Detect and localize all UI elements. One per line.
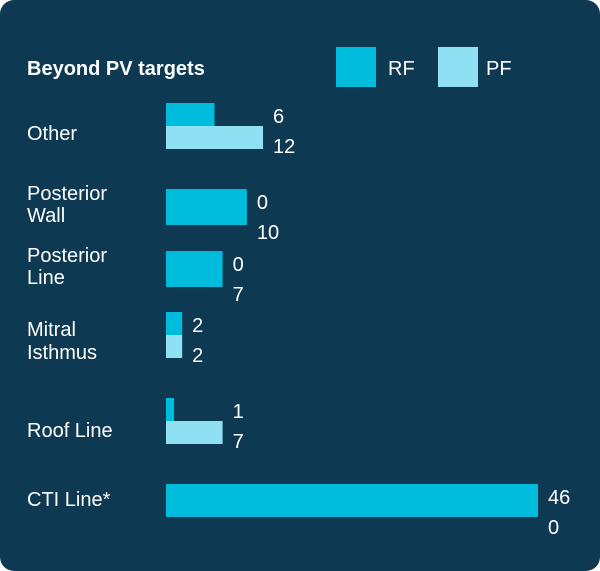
category-label-2-0: Posterior bbox=[27, 245, 107, 267]
category-label-2-1: Line bbox=[27, 267, 65, 289]
value-label-pf-2: 7 bbox=[233, 284, 244, 306]
category-label-5-0: CTI Line* bbox=[27, 489, 111, 511]
value-label-rf-1: 0 bbox=[257, 192, 268, 214]
legend-label-rf: RF bbox=[388, 58, 415, 80]
bar-pf-4 bbox=[166, 421, 223, 444]
category-label-0-0: Other bbox=[27, 123, 77, 145]
legend: RF PF bbox=[336, 47, 512, 87]
value-labels: 6 12 0 10 0 7 2 2 1 7 46 0 bbox=[192, 106, 570, 539]
chart-title: Beyond PV targets bbox=[27, 58, 205, 80]
value-label-rf-5: 46 bbox=[548, 487, 570, 509]
value-label-pf-3: 2 bbox=[192, 345, 203, 367]
category-label-4-0: Roof Line bbox=[27, 420, 113, 442]
value-label-pf-1: 10 bbox=[257, 222, 279, 244]
value-label-pf-5: 0 bbox=[548, 517, 559, 539]
bar-rf-5 bbox=[166, 484, 538, 517]
category-label-1-1: Wall bbox=[27, 205, 65, 227]
category-labels: OtherPosteriorWallPosteriorLineMitralIst… bbox=[27, 123, 113, 511]
value-label-rf-4: 1 bbox=[233, 401, 244, 423]
value-label-rf-2: 0 bbox=[233, 254, 244, 276]
bar-rf-0 bbox=[166, 103, 215, 126]
bar-pf-1 bbox=[166, 189, 247, 225]
bar-pf-0 bbox=[166, 126, 264, 149]
bar-pf-2 bbox=[166, 251, 223, 287]
category-label-1-0: Posterior bbox=[27, 183, 107, 205]
category-label-3-1: Isthmus bbox=[27, 342, 97, 364]
legend-label-pf: PF bbox=[486, 58, 512, 80]
legend-swatch-rf bbox=[336, 47, 376, 87]
bars-group bbox=[166, 103, 538, 517]
bar-rf-3 bbox=[166, 312, 183, 335]
bar-rf-4 bbox=[166, 398, 175, 421]
value-label-pf-0: 12 bbox=[273, 136, 295, 158]
category-label-3-0: Mitral bbox=[27, 319, 76, 341]
value-label-rf-0: 6 bbox=[273, 106, 284, 128]
value-label-pf-4: 7 bbox=[233, 431, 244, 453]
value-label-rf-3: 2 bbox=[192, 315, 203, 337]
legend-swatch-pf bbox=[438, 47, 478, 87]
bar-pf-3 bbox=[166, 335, 183, 358]
